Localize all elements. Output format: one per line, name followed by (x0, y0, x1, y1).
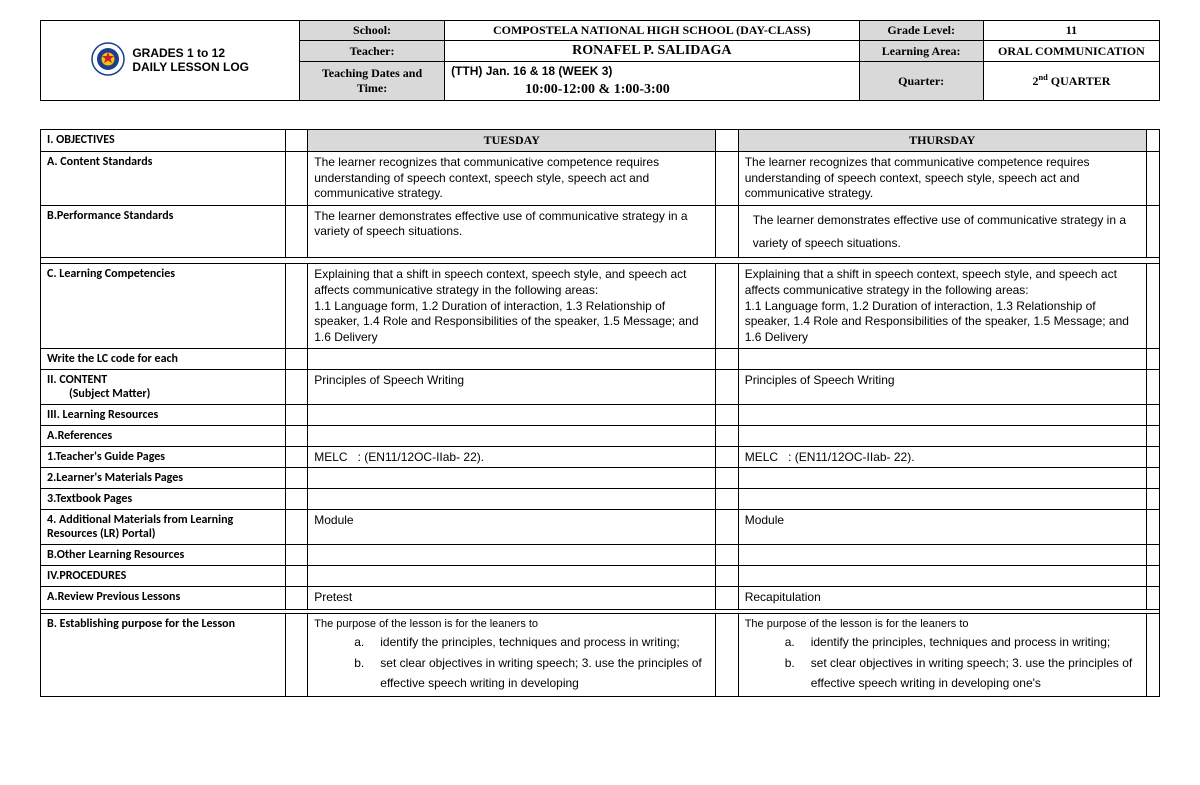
row-content-std: A. Content Standards (41, 152, 286, 206)
row-proc: IV.PROCEDURES (41, 566, 286, 587)
row-content: II. CONTENT (Subject Matter) (41, 370, 286, 405)
hdr-teacher-value: RONAFEL P. SALIDAGA (445, 41, 859, 62)
row-other: B.Other Learning Resources (41, 545, 286, 566)
hdr-dates-sub1: (TTH) Jan. 16 & 18 (WEEK 3) (445, 62, 859, 81)
purpose-thu: The purpose of the lesson is for the lea… (738, 613, 1146, 696)
title-line1: GRADES 1 to 12 (132, 47, 249, 60)
row-write-lc: Write the LC code for each (41, 349, 286, 370)
body-table: I. OBJECTIVES TUESDAY THURSDAY A. Conten… (40, 129, 1160, 697)
deped-logo-icon (91, 42, 125, 79)
melc-tue: MELC : (EN11/12OC-IIab- 22). (308, 447, 716, 468)
content-std-thu: The learner recognizes that communicativ… (738, 152, 1146, 206)
purpose-tue: The purpose of the lesson is for the lea… (308, 613, 716, 696)
module-tue: Module (308, 510, 716, 545)
row-refs: A.References (41, 426, 286, 447)
row-learn-comp: C. Learning Competencies (41, 264, 286, 349)
row-objectives: I. OBJECTIVES (41, 130, 286, 152)
header-table: GRADES 1 to 12 DAILY LESSON LOG School: … (40, 20, 1160, 101)
row-tg: 1.Teacher's Guide Pages (41, 447, 286, 468)
row-lr: III. Learning Resources (41, 405, 286, 426)
row-tb: 3.Textbook Pages (41, 489, 286, 510)
hdr-grade-value: 11 (983, 21, 1159, 41)
review-thu: Recapitulation (738, 587, 1146, 610)
learn-comp-tue: Explaining that a shift in speech contex… (308, 264, 716, 349)
gap (285, 130, 307, 152)
row-lm: 2.Learner's Materials Pages (41, 468, 286, 489)
hdr-dates-label: Teaching Dates and Time: (300, 62, 445, 101)
logo-cell: GRADES 1 to 12 DAILY LESSON LOG (41, 21, 300, 101)
row-perf-std: B.Performance Standards (41, 205, 286, 258)
gap (1146, 130, 1159, 152)
hdr-area-label: Learning Area: (859, 41, 983, 62)
row-addl: 4. Additional Materials from Learning Re… (41, 510, 286, 545)
day-tue-header: TUESDAY (308, 130, 716, 152)
gap (716, 130, 738, 152)
learn-comp-thu: Explaining that a shift in speech contex… (738, 264, 1146, 349)
hdr-quarter-value: 2nd QUARTER (983, 62, 1159, 101)
perf-std-thu: The learner demonstrates effective use o… (738, 205, 1146, 258)
melc-thu: MELC : (EN11/12OC-IIab- 22). (738, 447, 1146, 468)
row-purpose: B. Establishing purpose for the Lesson (41, 613, 286, 696)
row-review: A.Review Previous Lessons (41, 587, 286, 610)
day-thu-header: THURSDAY (738, 130, 1146, 152)
content-std-tue: The learner recognizes that communicativ… (308, 152, 716, 206)
module-thu: Module (738, 510, 1146, 545)
title-line2: DAILY LESSON LOG (132, 61, 249, 74)
hdr-teacher-label: Teacher: (300, 41, 445, 62)
hdr-school-value: COMPOSTELA NATIONAL HIGH SCHOOL (DAY-CLA… (445, 21, 859, 41)
review-tue: Pretest (308, 587, 716, 610)
hdr-quarter-label: Quarter: (859, 62, 983, 101)
hdr-school-label: School: (300, 21, 445, 41)
hdr-dates-sub2: 10:00-12:00 & 1:00-3:00 (445, 80, 859, 101)
perf-std-tue: The learner demonstrates effective use o… (308, 205, 716, 258)
hdr-area-value: ORAL COMMUNICATION (983, 41, 1159, 62)
hdr-grade-label: Grade Level: (859, 21, 983, 41)
subject-thu: Principles of Speech Writing (738, 370, 1146, 405)
subject-tue: Principles of Speech Writing (308, 370, 716, 405)
